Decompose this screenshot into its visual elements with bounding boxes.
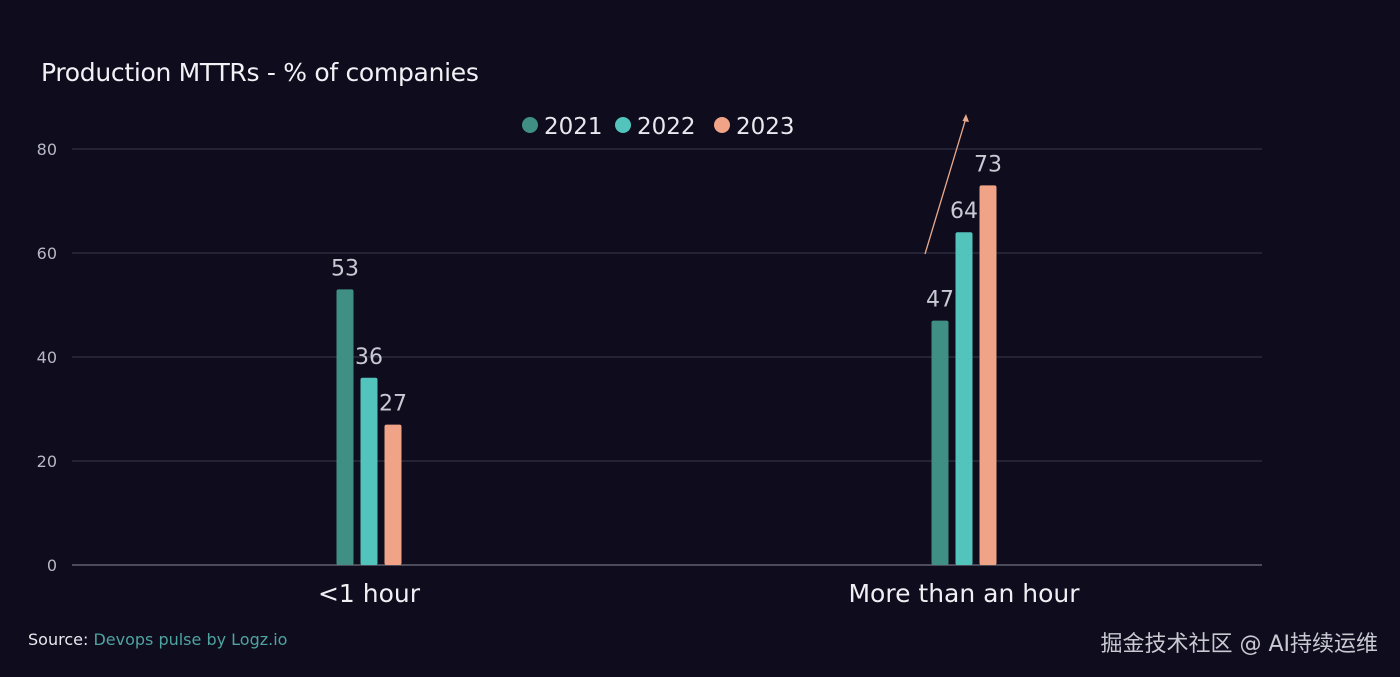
legend-label: 2021: [544, 114, 603, 140]
data-labels: 53 36 27 47 64 73: [331, 152, 1002, 416]
y-axis-ticks: 0 20 40 60 80: [37, 140, 57, 575]
trend-arrow-line: [924, 117, 967, 255]
y-tick-label: 80: [37, 140, 57, 159]
gridlines: [72, 148, 1262, 566]
legend-label: 2023: [736, 114, 795, 140]
y-tick-label: 20: [37, 452, 57, 471]
bars: [336, 185, 997, 565]
bar: [336, 289, 354, 565]
y-tick-label: 0: [47, 556, 57, 575]
source-label: Source:: [28, 630, 89, 649]
x-axis-categories: <1 hour More than an hour: [318, 579, 1080, 608]
chart-title: Production MTTRs - % of companies: [41, 58, 479, 87]
watermark: 掘金技术社区 @ AI持续运维: [1100, 632, 1378, 657]
data-label: 36: [355, 345, 383, 370]
trend-arrow-head: [962, 114, 969, 122]
legend-swatch: [522, 117, 538, 133]
bar: [979, 185, 997, 565]
data-label: 47: [926, 288, 954, 313]
x-category-label: More than an hour: [848, 579, 1080, 608]
bar: [931, 320, 949, 565]
bar: [360, 377, 378, 565]
x-category-label: <1 hour: [318, 579, 421, 608]
bar: [955, 232, 973, 565]
y-tick-label: 60: [37, 244, 57, 263]
legend: 2021 2022 2023: [522, 114, 795, 140]
trend-arrow: [924, 114, 969, 255]
legend-label: 2022: [637, 114, 696, 140]
y-tick-label: 40: [37, 348, 57, 367]
source-link[interactable]: Devops pulse by Logz.io: [93, 630, 288, 649]
data-label: 27: [379, 392, 407, 417]
bar: [384, 424, 402, 565]
data-label: 64: [950, 199, 978, 224]
data-label: 53: [331, 256, 359, 281]
source-note: Source: Devops pulse by Logz.io: [28, 630, 287, 649]
legend-swatch: [714, 117, 730, 133]
legend-swatch: [615, 117, 631, 133]
data-label: 73: [974, 152, 1002, 177]
